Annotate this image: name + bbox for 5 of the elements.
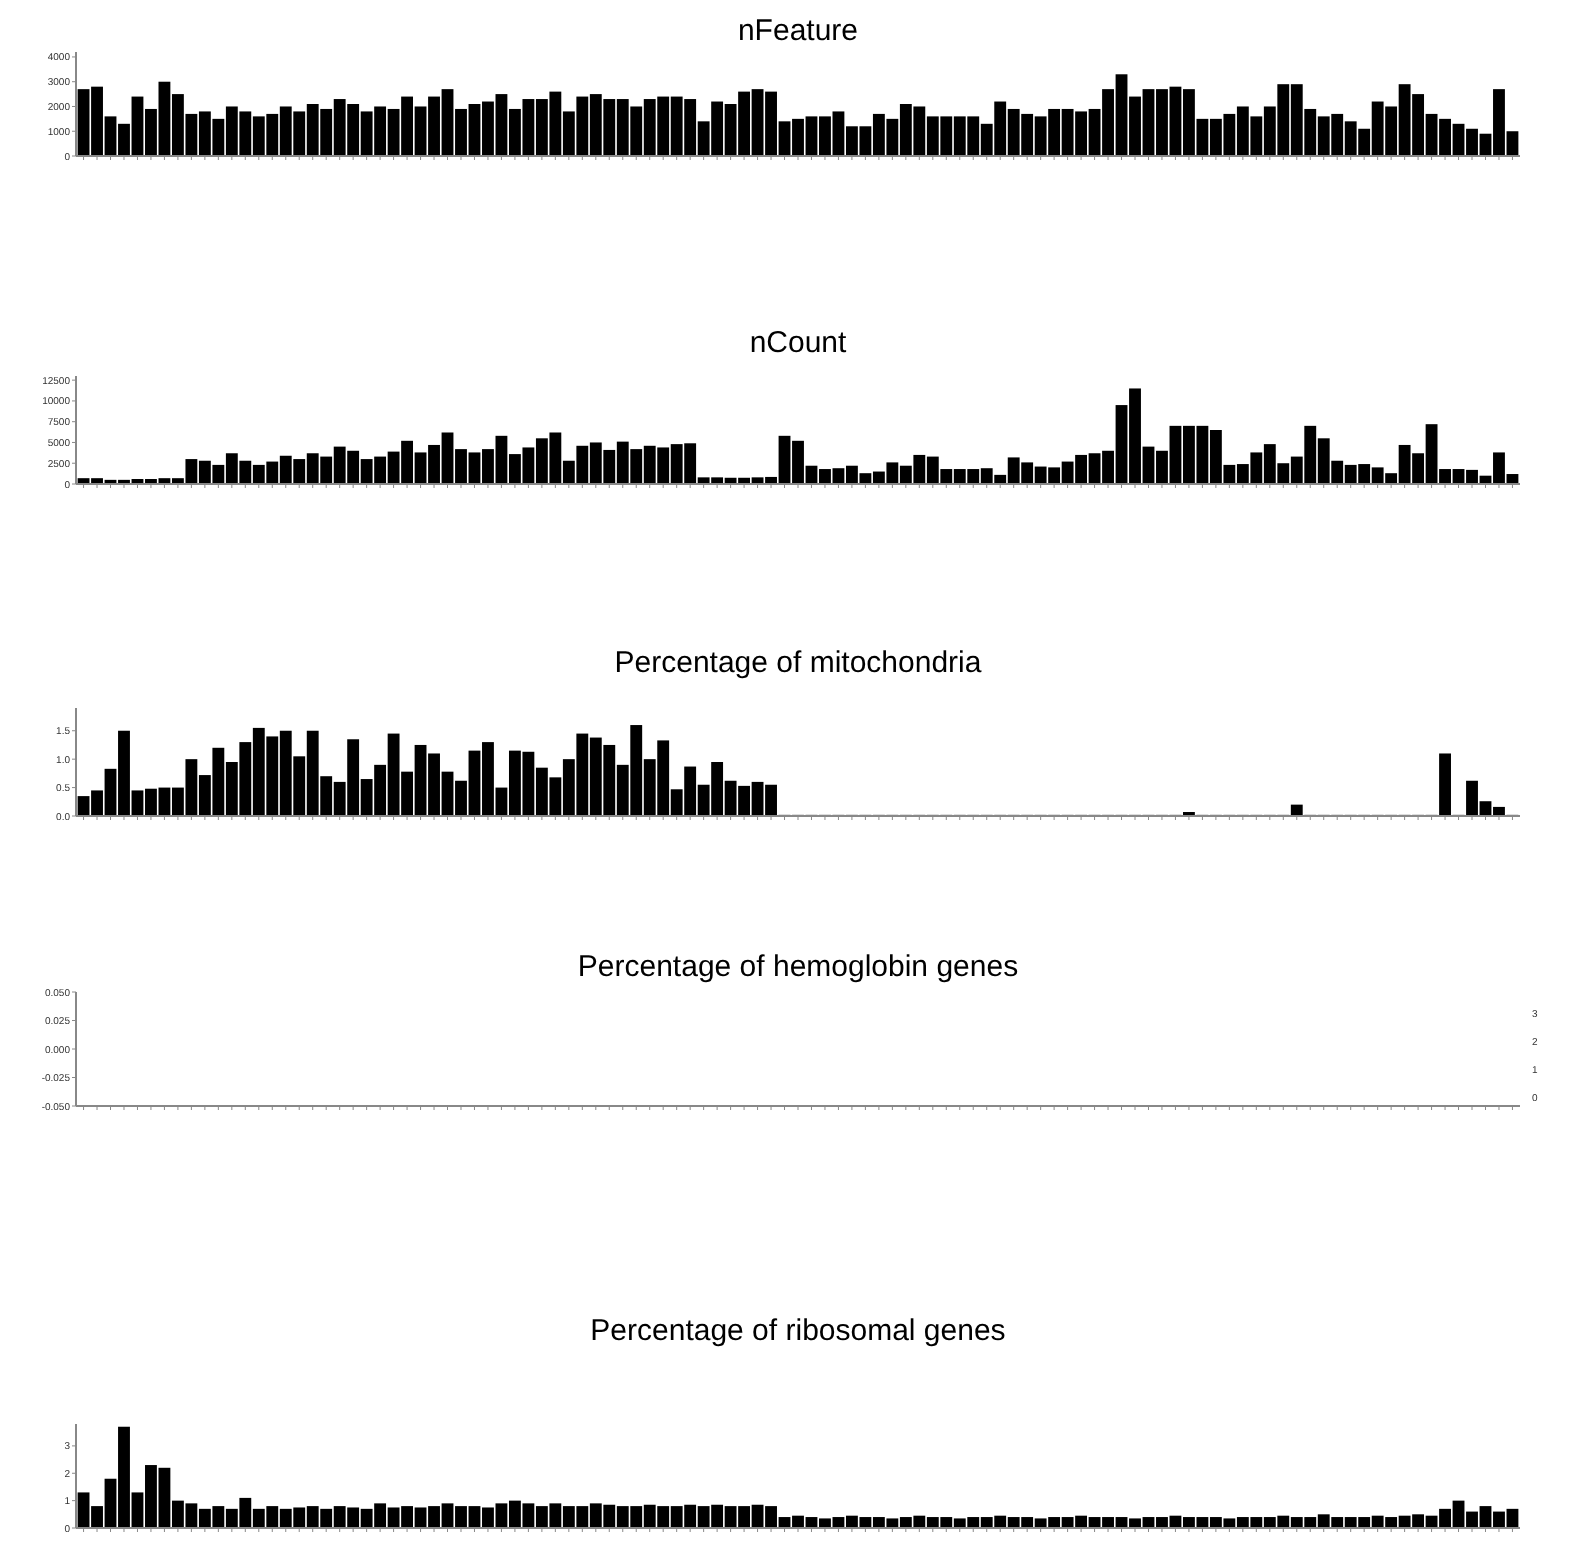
chart-title: Percentage of ribosomal genes (590, 1314, 1006, 1348)
chart-title: nCount (749, 326, 849, 360)
chart-title: Percentage of hemoglobin genes (577, 950, 1019, 984)
chart-title: nFeature (737, 14, 859, 48)
chart-title: Percentage of mitochondria (614, 646, 983, 680)
